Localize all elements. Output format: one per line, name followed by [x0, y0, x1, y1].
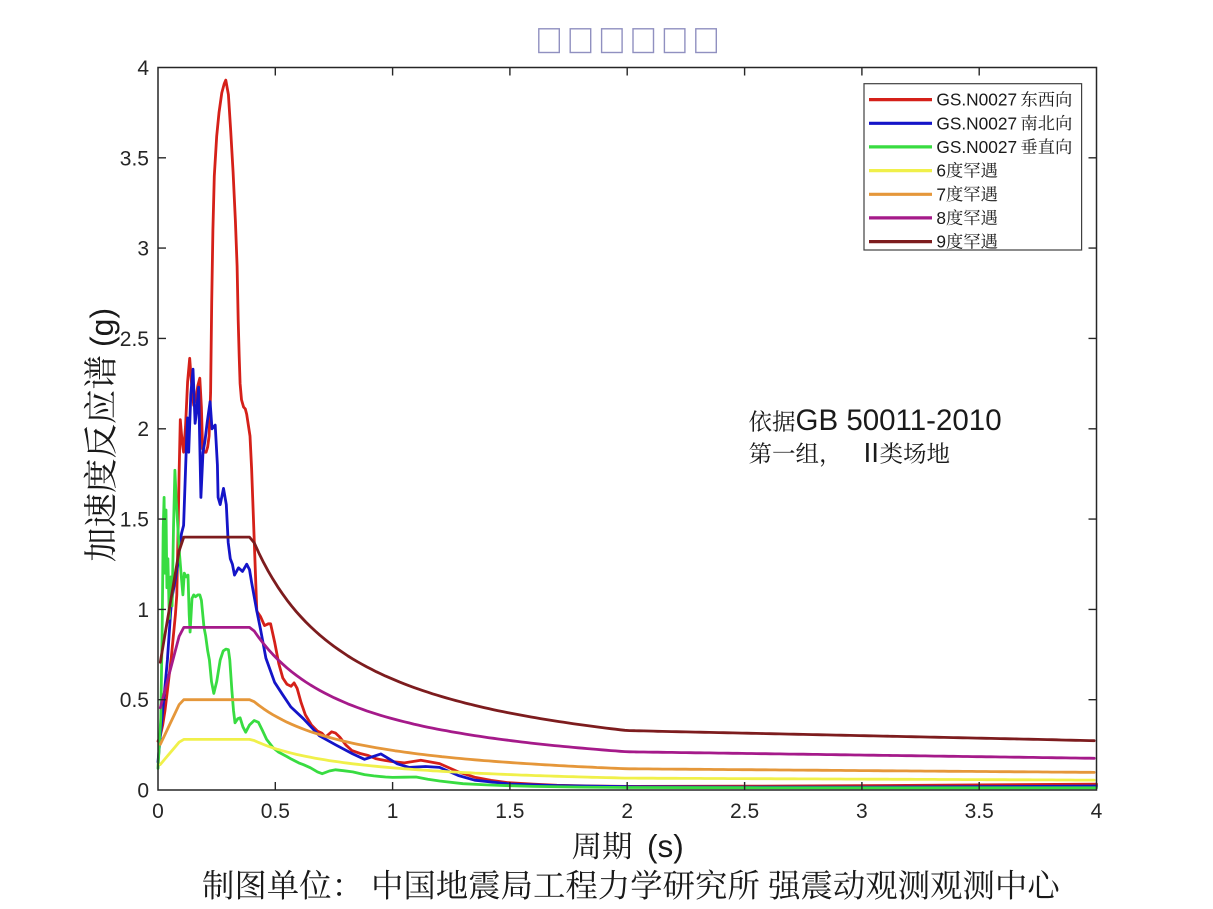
svg-text:0.5: 0.5 [261, 800, 290, 823]
svg-text:(s): (s) [647, 828, 684, 864]
svg-text:9: 9 [936, 232, 946, 252]
svg-text:1: 1 [387, 800, 399, 823]
svg-text:2.5: 2.5 [120, 328, 149, 351]
svg-text:6: 6 [936, 161, 946, 181]
svg-text:4: 4 [1091, 800, 1103, 823]
svg-text:7: 7 [936, 184, 946, 204]
svg-text:4: 4 [137, 57, 149, 80]
svg-text:8: 8 [936, 208, 946, 228]
svg-text:3: 3 [137, 238, 149, 261]
svg-text:1: 1 [137, 599, 149, 622]
svg-text:0: 0 [152, 800, 164, 823]
svg-text:II: II [864, 437, 880, 468]
svg-text:(g): (g) [84, 308, 120, 347]
svg-text:GB 50011-2010: GB 50011-2010 [796, 404, 1002, 437]
svg-text:GS.N0027: GS.N0027 [936, 90, 1017, 110]
svg-text:3: 3 [856, 800, 868, 823]
svg-text:3.5: 3.5 [965, 800, 994, 823]
svg-text:0.5: 0.5 [120, 689, 149, 712]
svg-text:2: 2 [137, 418, 149, 441]
svg-text:0: 0 [137, 780, 149, 803]
svg-text:GS.N0027: GS.N0027 [936, 113, 1017, 133]
svg-text:GS.N0027: GS.N0027 [936, 137, 1017, 157]
svg-text:3.5: 3.5 [120, 147, 149, 170]
svg-text:1.5: 1.5 [120, 509, 149, 532]
svg-text:2.5: 2.5 [730, 800, 759, 823]
svg-text:2: 2 [621, 800, 633, 823]
svg-text:1.5: 1.5 [495, 800, 524, 823]
